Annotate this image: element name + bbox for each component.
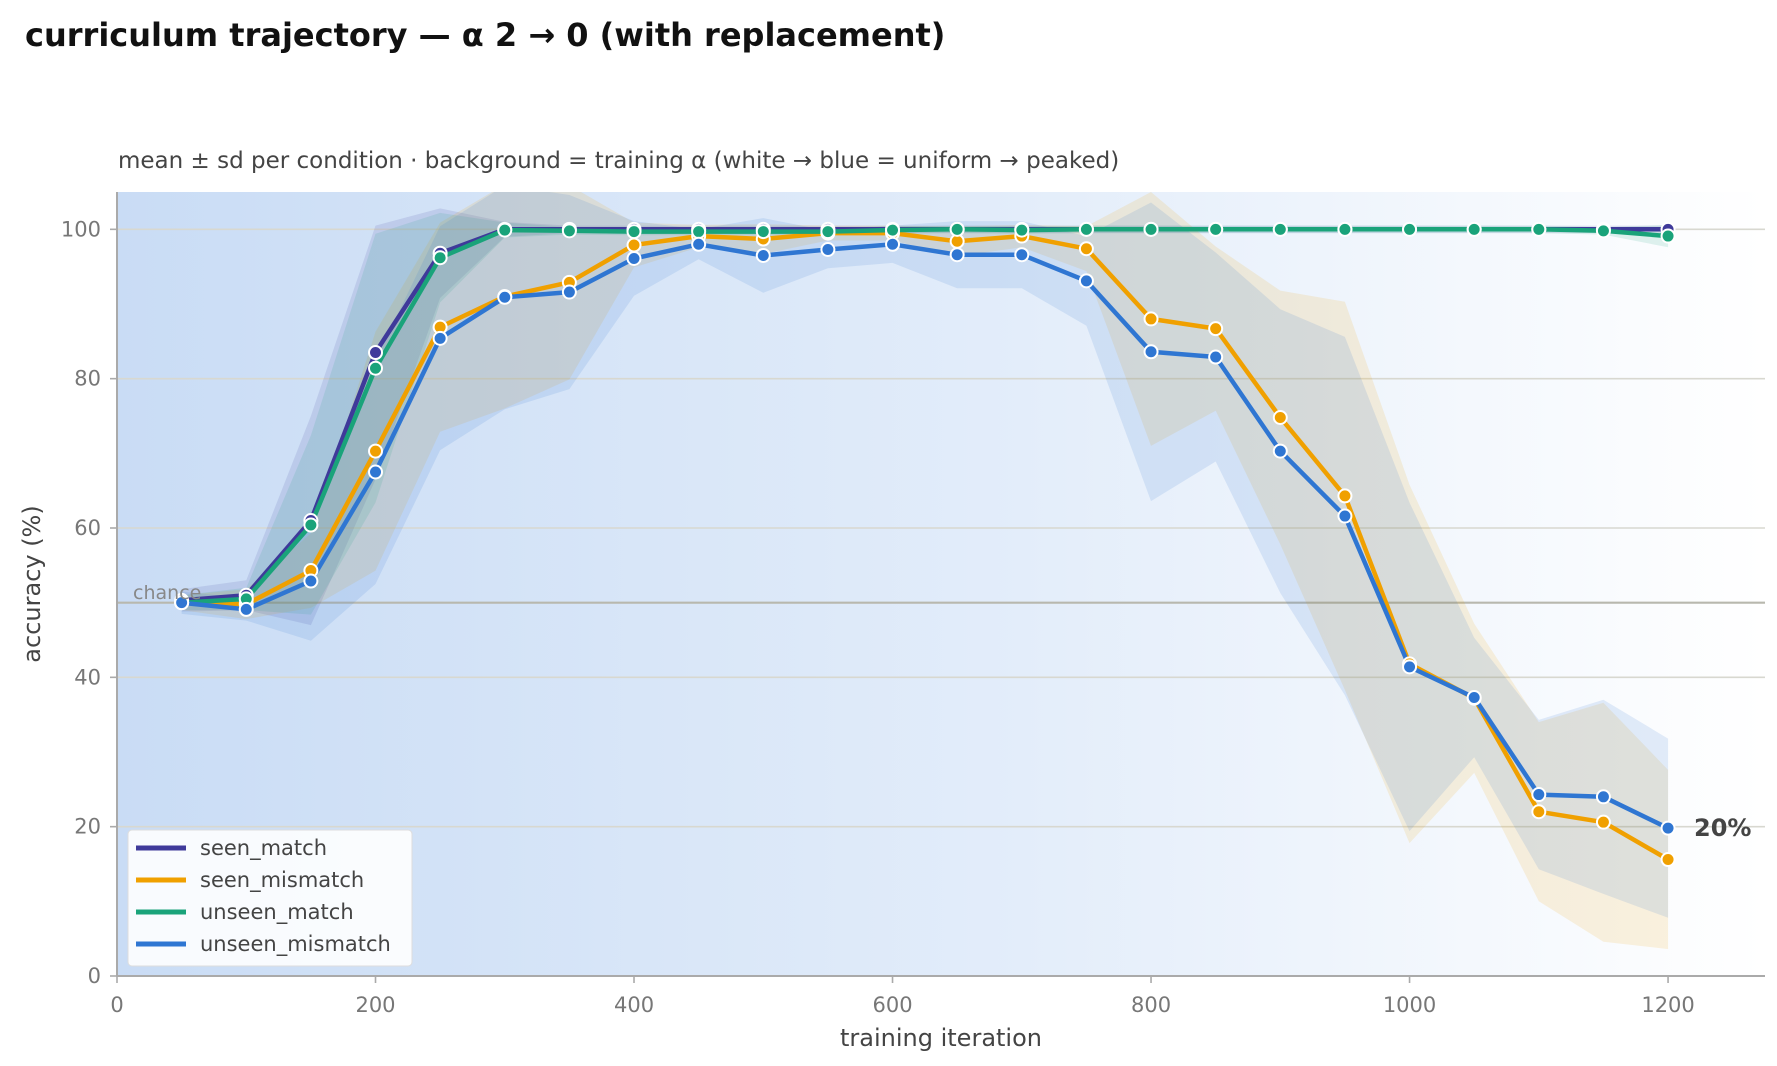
point-unseen_match-800 (1143, 221, 1159, 237)
point-unseen_mismatch-200 (368, 464, 384, 480)
point-unseen_mismatch-50 (174, 595, 190, 611)
chart-subtitle: mean ± sd per condition · background = t… (118, 148, 1119, 174)
y-tick-label-100: 100 (61, 217, 101, 241)
point-seen_mismatch-200 (368, 443, 384, 459)
band-unseen_mismatch (181, 192, 1669, 918)
point-unseen_mismatch-1000 (1402, 659, 1418, 675)
point-unseen_match-450 (691, 224, 707, 240)
point-unseen_match-350 (561, 223, 577, 239)
point-unseen_mismatch-700 (1014, 247, 1030, 263)
point-unseen_mismatch-850 (1208, 349, 1224, 365)
point-seen_mismatch-1100 (1531, 804, 1547, 820)
point-seen_mismatch-800 (1143, 311, 1159, 327)
point-unseen_match-250 (432, 250, 448, 266)
point-unseen_mismatch-100 (238, 601, 254, 617)
point-unseen_match-1000 (1402, 221, 1418, 237)
point-unseen_mismatch-400 (626, 250, 642, 266)
point-unseen_mismatch-800 (1143, 344, 1159, 360)
point-unseen_mismatch-300 (497, 289, 513, 305)
series-lines (181, 227, 1670, 862)
point-unseen_mismatch-650 (949, 247, 965, 263)
x-axis-label: training iteration (840, 1024, 1042, 1052)
point-unseen_mismatch-500 (755, 247, 771, 263)
legend-box (127, 829, 413, 967)
x-tick-label-600: 600 (872, 993, 912, 1017)
legend-label-unseen_match: unseen_match (200, 900, 354, 925)
point-unseen_match-200 (368, 360, 384, 376)
point-seen_mismatch-1200 (1660, 852, 1676, 868)
point-unseen_match-500 (755, 224, 771, 240)
point-unseen_match-150 (303, 517, 319, 533)
point-unseen_mismatch-1200 (1660, 820, 1676, 836)
point-unseen_mismatch-150 (303, 573, 319, 589)
point-seen_mismatch-400 (626, 237, 642, 253)
point-seen_mismatch-1150 (1595, 814, 1611, 830)
point-seen_match-200 (368, 345, 384, 361)
point-unseen_mismatch-1150 (1595, 789, 1611, 805)
point-unseen_match-400 (626, 224, 642, 240)
y-tick-label-80: 80 (74, 367, 101, 391)
x-tick-label-800: 800 (1131, 993, 1171, 1017)
point-unseen_mismatch-1100 (1531, 787, 1547, 803)
legend-label-seen_match: seen_match (200, 836, 327, 861)
y-tick-label-0: 0 (88, 964, 101, 988)
point-unseen_mismatch-750 (1078, 273, 1094, 289)
point-unseen_match-300 (497, 222, 513, 238)
point-unseen_match-1100 (1531, 221, 1547, 237)
point-unseen_match-550 (820, 224, 836, 240)
point-unseen_match-1200 (1660, 228, 1676, 244)
point-unseen_match-600 (885, 222, 901, 238)
point-unseen_match-750 (1078, 221, 1094, 237)
end-annotation: 20% (1694, 814, 1751, 842)
legend-label-seen_mismatch: seen_mismatch (200, 868, 364, 893)
series-points (174, 221, 1676, 868)
point-seen_mismatch-850 (1208, 321, 1224, 337)
point-unseen_match-700 (1014, 222, 1030, 238)
band-seen_mismatch (181, 192, 1669, 950)
x-tick-label-400: 400 (614, 993, 654, 1017)
point-unseen_mismatch-550 (820, 241, 836, 257)
y-tick-label-60: 60 (74, 516, 101, 540)
x-tick-label-200: 200 (355, 993, 395, 1017)
y-tick-label-20: 20 (74, 815, 101, 839)
line-unseen_mismatch (181, 242, 1670, 831)
x-tick-label-1200: 1200 (1641, 993, 1694, 1017)
legend-label-unseen_mismatch: unseen_mismatch (200, 932, 391, 957)
y-tick-label-40: 40 (74, 665, 101, 689)
ticks: 0 200 400 600 800 1000 1200 0 20 40 60 80 100 (61, 217, 1695, 1017)
point-unseen_match-1150 (1595, 223, 1611, 239)
point-unseen_match-650 (949, 221, 965, 237)
point-seen_mismatch-900 (1272, 409, 1288, 425)
line-unseen_match (181, 227, 1669, 605)
point-seen_mismatch-750 (1078, 241, 1094, 257)
x-tick-label-1000: 1000 (1383, 993, 1436, 1017)
point-unseen_match-950 (1337, 221, 1353, 237)
sd-bands (181, 192, 1669, 950)
band-unseen_match (181, 212, 1669, 615)
grid (117, 228, 1765, 828)
point-unseen_match-1050 (1466, 221, 1482, 237)
point-unseen_match-900 (1272, 221, 1288, 237)
y-axis-label: accuracy (%) (18, 505, 46, 662)
chart-title: curriculum trajectory — α 2 → 0 (with re… (25, 16, 945, 54)
point-seen_mismatch-950 (1337, 488, 1353, 504)
point-unseen_mismatch-450 (691, 236, 707, 252)
axes (116, 192, 1765, 977)
point-unseen_mismatch-950 (1337, 508, 1353, 524)
point-unseen_mismatch-600 (885, 236, 901, 252)
point-unseen_mismatch-1050 (1466, 689, 1482, 705)
point-unseen_mismatch-250 (432, 330, 448, 346)
point-unseen_match-850 (1208, 221, 1224, 237)
chance-label: chance (133, 582, 201, 604)
x-tick-label-0: 0 (110, 993, 123, 1017)
point-unseen_mismatch-350 (561, 284, 577, 300)
legend: seen_match seen_mismatch unseen_matchunsee… (127, 829, 413, 967)
point-unseen_mismatch-900 (1272, 443, 1288, 459)
